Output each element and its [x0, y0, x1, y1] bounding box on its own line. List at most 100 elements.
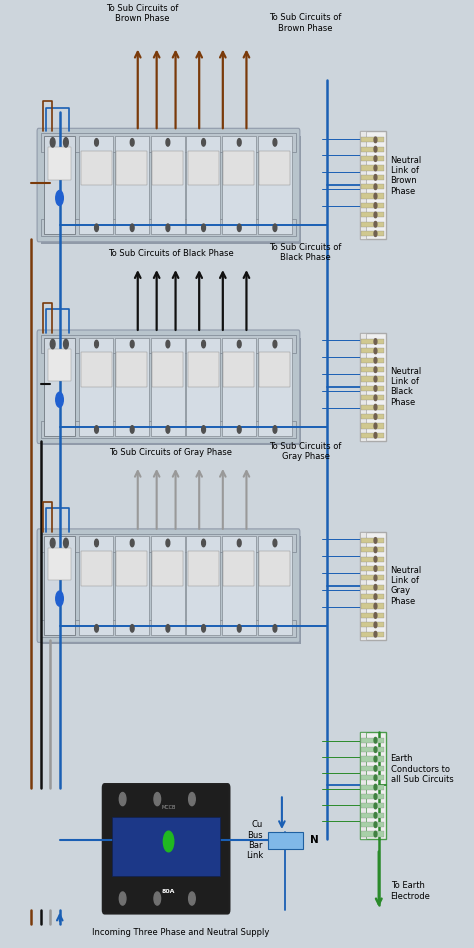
- Bar: [361, 566, 384, 571]
- Bar: [361, 822, 384, 828]
- Bar: [361, 376, 384, 382]
- Circle shape: [130, 625, 134, 632]
- Bar: [360, 732, 366, 839]
- Circle shape: [166, 340, 170, 348]
- Bar: [79, 537, 113, 635]
- Bar: [44, 337, 75, 436]
- Bar: [222, 136, 256, 234]
- Bar: [361, 766, 384, 771]
- Bar: [152, 151, 183, 185]
- Bar: [361, 831, 384, 836]
- Circle shape: [237, 625, 241, 632]
- Bar: [360, 532, 386, 640]
- Bar: [41, 219, 296, 236]
- Bar: [257, 537, 292, 635]
- Bar: [360, 131, 366, 239]
- Circle shape: [374, 386, 377, 392]
- FancyBboxPatch shape: [37, 128, 300, 242]
- FancyBboxPatch shape: [37, 330, 300, 444]
- Circle shape: [273, 340, 277, 348]
- Bar: [361, 231, 384, 236]
- Bar: [361, 547, 384, 553]
- Bar: [361, 348, 384, 354]
- Circle shape: [237, 539, 241, 547]
- Bar: [361, 556, 384, 562]
- Text: Earth
Conductors to
all Sub Circuits: Earth Conductors to all Sub Circuits: [391, 755, 453, 784]
- Circle shape: [237, 426, 241, 433]
- Text: Neutral
Link of
Brown
Phase: Neutral Link of Brown Phase: [391, 155, 422, 196]
- Bar: [361, 137, 384, 142]
- Bar: [361, 622, 384, 628]
- Bar: [81, 151, 111, 185]
- Bar: [361, 604, 384, 609]
- Circle shape: [166, 138, 170, 146]
- Circle shape: [374, 222, 377, 228]
- Bar: [257, 337, 292, 436]
- Circle shape: [374, 348, 377, 354]
- Circle shape: [374, 338, 377, 344]
- Text: Neutral
Link of
Black
Phase: Neutral Link of Black Phase: [391, 367, 422, 407]
- Circle shape: [50, 137, 55, 147]
- Bar: [361, 174, 384, 180]
- Circle shape: [374, 155, 377, 161]
- Circle shape: [164, 831, 174, 852]
- Bar: [361, 803, 384, 809]
- Bar: [361, 414, 384, 419]
- Bar: [361, 184, 384, 190]
- Bar: [361, 405, 384, 410]
- Circle shape: [374, 423, 377, 428]
- Circle shape: [374, 367, 377, 373]
- Bar: [41, 534, 296, 553]
- Circle shape: [374, 203, 377, 209]
- Bar: [44, 537, 75, 635]
- Bar: [79, 136, 113, 234]
- Bar: [186, 537, 220, 635]
- Text: To Sub Circuits of Gray Phase: To Sub Circuits of Gray Phase: [109, 447, 232, 457]
- Circle shape: [95, 138, 99, 146]
- Text: To Sub Circuits of
Brown Phase: To Sub Circuits of Brown Phase: [269, 13, 342, 32]
- Circle shape: [166, 539, 170, 547]
- Circle shape: [166, 426, 170, 433]
- Circle shape: [374, 585, 377, 591]
- Circle shape: [119, 793, 126, 806]
- Bar: [259, 551, 290, 586]
- Circle shape: [374, 747, 377, 753]
- Circle shape: [374, 137, 377, 142]
- Text: To Sub Circuits of
Black Phase: To Sub Circuits of Black Phase: [269, 243, 342, 263]
- Bar: [115, 337, 149, 436]
- Bar: [152, 551, 183, 586]
- Bar: [361, 757, 384, 761]
- Circle shape: [56, 191, 64, 206]
- Bar: [41, 337, 301, 446]
- Bar: [361, 367, 384, 373]
- Circle shape: [130, 138, 134, 146]
- Bar: [361, 594, 384, 599]
- Bar: [188, 551, 219, 586]
- Bar: [361, 775, 384, 780]
- Bar: [41, 537, 301, 645]
- Circle shape: [95, 224, 99, 231]
- Circle shape: [374, 184, 377, 190]
- Circle shape: [154, 793, 161, 806]
- Bar: [112, 817, 220, 876]
- Circle shape: [237, 340, 241, 348]
- Bar: [81, 353, 111, 387]
- Bar: [361, 575, 384, 580]
- Bar: [222, 337, 256, 436]
- Circle shape: [374, 575, 377, 581]
- Bar: [259, 353, 290, 387]
- Bar: [361, 165, 384, 171]
- Circle shape: [201, 138, 205, 146]
- Text: 80A: 80A: [162, 889, 175, 894]
- Bar: [188, 353, 219, 387]
- Circle shape: [374, 395, 377, 401]
- Circle shape: [64, 339, 68, 349]
- Circle shape: [374, 831, 377, 837]
- Bar: [257, 136, 292, 234]
- Bar: [360, 532, 366, 640]
- Bar: [223, 551, 254, 586]
- Circle shape: [374, 146, 377, 152]
- Circle shape: [374, 432, 377, 438]
- Bar: [361, 193, 384, 199]
- Circle shape: [50, 339, 55, 349]
